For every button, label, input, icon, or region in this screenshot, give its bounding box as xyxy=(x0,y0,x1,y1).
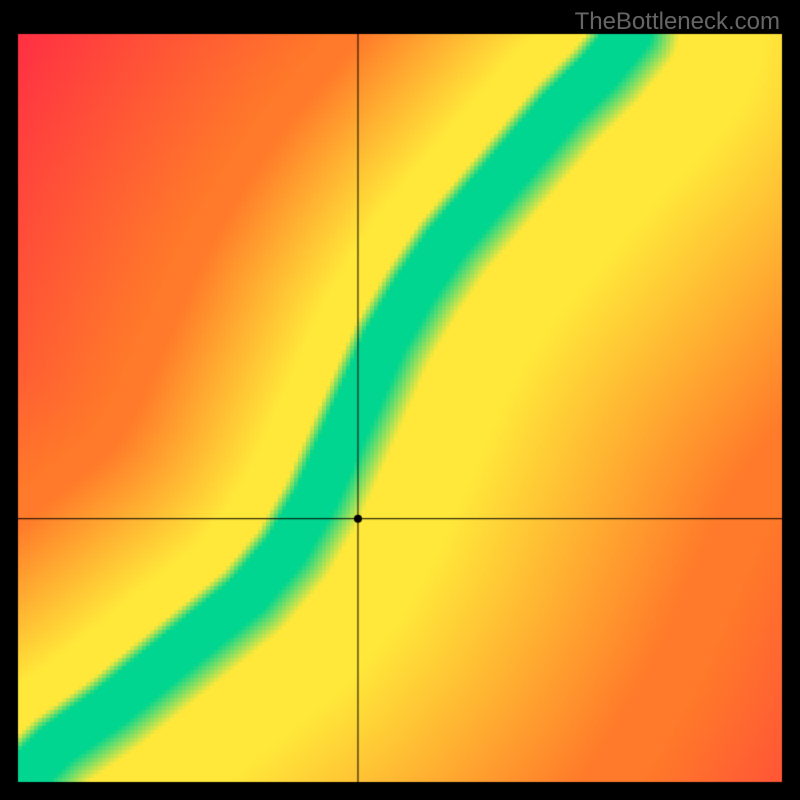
chart-container: TheBottleneck.com xyxy=(0,0,800,800)
watermark-text: TheBottleneck.com xyxy=(575,8,780,36)
heatmap-canvas xyxy=(0,0,800,800)
